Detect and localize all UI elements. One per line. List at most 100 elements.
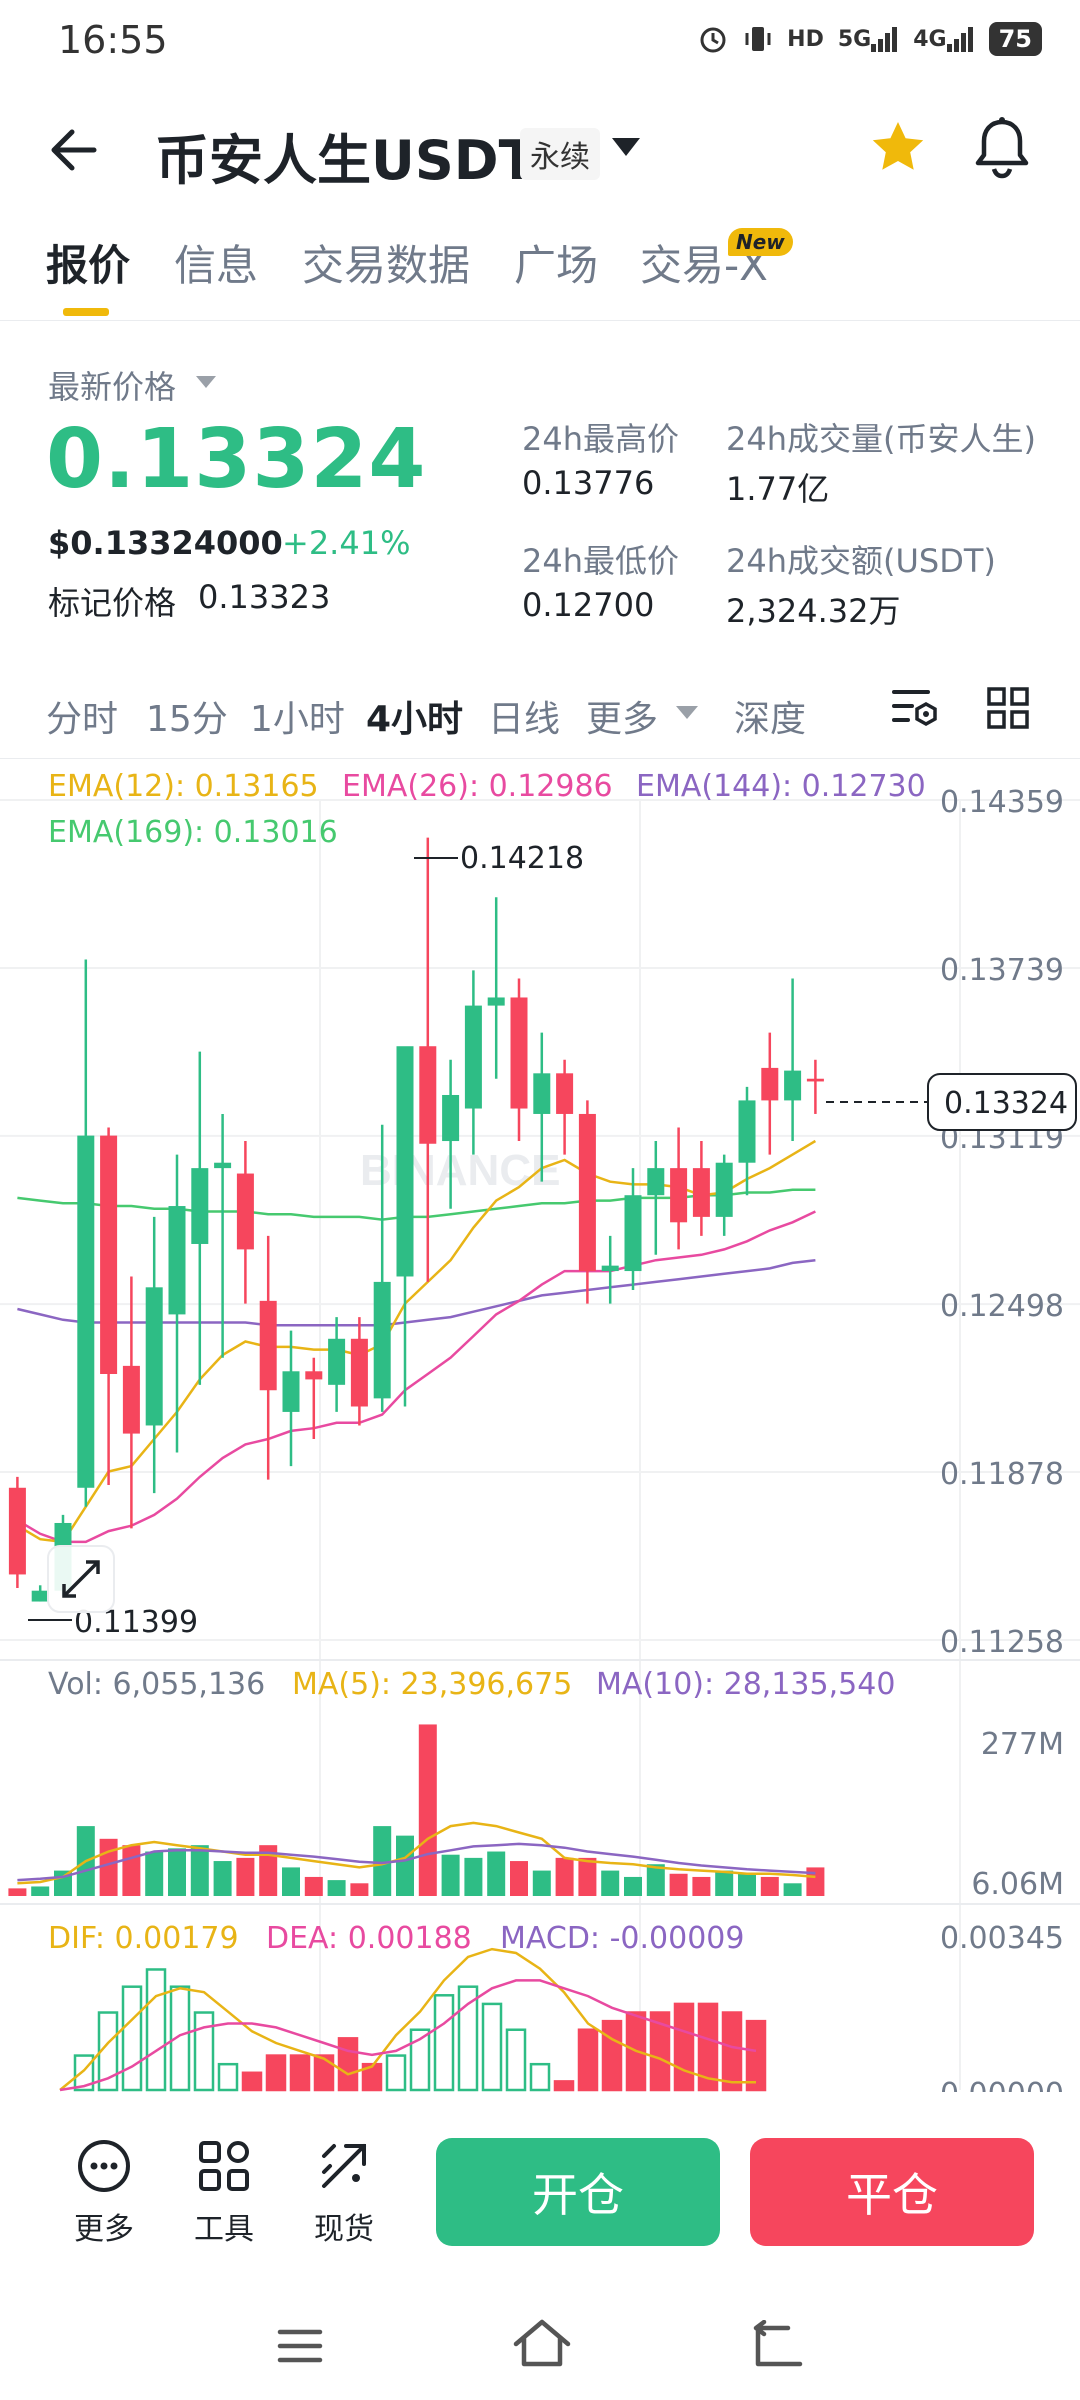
status-icons: HD 5G 4G 75 [697, 22, 1042, 56]
period-15m[interactable]: 15分 [146, 699, 228, 740]
volume-bar [532, 1870, 551, 1896]
candle-body [578, 1113, 596, 1272]
volume-bar [122, 1845, 141, 1896]
more-tool-button[interactable]: 更多 [54, 2138, 154, 2248]
ema144-label: EMA(144): 0.12730 [636, 769, 926, 804]
spot-swap-icon [322, 2144, 366, 2188]
back-button[interactable] [44, 118, 108, 182]
status-time: 16:55 [58, 18, 168, 62]
tab-info[interactable]: 信息 [174, 241, 259, 290]
volume-bar [304, 1876, 323, 1896]
macd-histogram-bar [265, 2054, 287, 2092]
turnover-24h-label: 24h成交额(USDT) [726, 542, 996, 580]
menu-icon[interactable] [276, 2326, 324, 2366]
volume-ma5-line [17, 1821, 816, 1885]
candle-body [738, 1100, 756, 1163]
layout-grid-button[interactable] [986, 686, 1030, 734]
open-position-button[interactable]: 开仓 [436, 2138, 720, 2246]
tools-button[interactable]: 工具 [174, 2138, 274, 2248]
macd-histogram-bar [337, 2037, 359, 2092]
signal-4g-label: 4G [913, 26, 947, 52]
volume-bar [396, 1835, 414, 1896]
current-price-tag [927, 1073, 1077, 1131]
macd-histogram-bar [649, 2011, 671, 2092]
period-4h[interactable]: 4小时 [366, 699, 464, 740]
macd-histogram-bar [97, 2011, 119, 2092]
candle-body [396, 1046, 414, 1277]
home-icon[interactable] [512, 2318, 572, 2368]
volume-bar [760, 1876, 779, 1896]
spot-button[interactable]: 现货 [294, 2138, 394, 2248]
title-dropdown-icon[interactable] [612, 138, 640, 156]
candle-body [31, 1590, 49, 1602]
macd-histogram-bar [169, 1985, 191, 2092]
volume-ma10-line [17, 1842, 816, 1882]
expand-icon[interactable] [62, 1560, 100, 1598]
page-title[interactable]: 币安人生USDT [155, 129, 536, 192]
volume-bar [145, 1851, 164, 1896]
volume-bar [806, 1867, 825, 1896]
candles [8, 837, 824, 1602]
high-24h-value: 0.13776 [522, 464, 655, 502]
volume-bar [555, 1857, 574, 1896]
low-24h-value: 0.12700 [522, 586, 655, 624]
signal-5g-label: 5G [837, 26, 872, 52]
battery-icon: 75 [988, 22, 1042, 56]
volume-bar [31, 1886, 50, 1896]
candle-body [214, 1162, 232, 1169]
notification-bell-button[interactable] [970, 114, 1034, 182]
volume-bar [783, 1883, 802, 1896]
price-axis-label: 0.12498 [940, 1289, 1064, 1324]
signal-5g-icon: 5G [838, 22, 899, 56]
candle-body [100, 1135, 118, 1374]
favorite-star-button[interactable] [868, 118, 928, 178]
candle-body [350, 1338, 368, 1407]
macd-dif-line [59, 1947, 756, 2091]
period-1d[interactable]: 日线 [488, 699, 561, 740]
close-position-button[interactable]: 平仓 [750, 2138, 1034, 2246]
ema26-label: EMA(26): 0.12986 [342, 769, 613, 804]
tab-trading-data[interactable]: 交易数据 [302, 241, 471, 290]
more-caret-icon[interactable] [676, 706, 698, 719]
macd-histogram-bar [217, 2062, 239, 2092]
period-line[interactable]: 分时 [46, 699, 119, 740]
last-price-caret-icon[interactable] [196, 376, 216, 388]
tab-quote[interactable]: 报价 [46, 241, 131, 290]
candle-body [145, 1287, 163, 1426]
candle-body [168, 1206, 186, 1315]
expand-chart-button[interactable] [47, 1545, 115, 1613]
back-nav-icon[interactable] [752, 2320, 804, 2368]
candle-body [692, 1168, 710, 1217]
ema12-label: EMA(12): 0.13165 [48, 769, 319, 804]
volume-bar [738, 1873, 756, 1896]
last-price-label[interactable]: 最新价格 [48, 368, 177, 406]
top-tabs: 报价 信息 交易数据 广场 交易-X [0, 232, 1080, 321]
period-1h[interactable]: 1小时 [250, 699, 345, 740]
max-price-label: 0.14218 [460, 841, 584, 876]
macd-lines [59, 1947, 767, 2092]
indicator-settings-button[interactable] [890, 686, 938, 736]
macd-histogram-bar [697, 2002, 719, 2092]
candle-body [487, 997, 505, 1006]
candle-body [533, 1073, 551, 1114]
volume-bar [669, 1873, 688, 1896]
period-more[interactable]: 更多 [586, 699, 659, 740]
tools-label: 工具 [194, 2212, 254, 2247]
macd-value-label: MACD: -0.00009 [500, 1921, 744, 1956]
price-axis-label: 0.11258 [940, 1625, 1064, 1660]
volume-bar [441, 1854, 460, 1896]
watermark-text: BINANCE [360, 1146, 560, 1195]
tab-active-indicator [63, 308, 109, 316]
macd-histogram-bar [289, 2054, 311, 2092]
mark-price-value: 0.13323 [198, 578, 331, 616]
candle-body [282, 1371, 300, 1412]
last-price: 0.13324 [46, 412, 427, 507]
period-depth[interactable]: 深度 [734, 699, 807, 740]
tab-square[interactable]: 广场 [514, 241, 599, 290]
price-axis-label: 0.11878 [940, 1457, 1064, 1492]
volume-bar [350, 1883, 369, 1896]
macd-dea-line [59, 1979, 757, 2092]
candle-body [670, 1168, 688, 1223]
kline-chart[interactable]: BINANCE 0.143590.137390.131190.124980.11… [0, 760, 1080, 2092]
candle-body [464, 1005, 482, 1109]
